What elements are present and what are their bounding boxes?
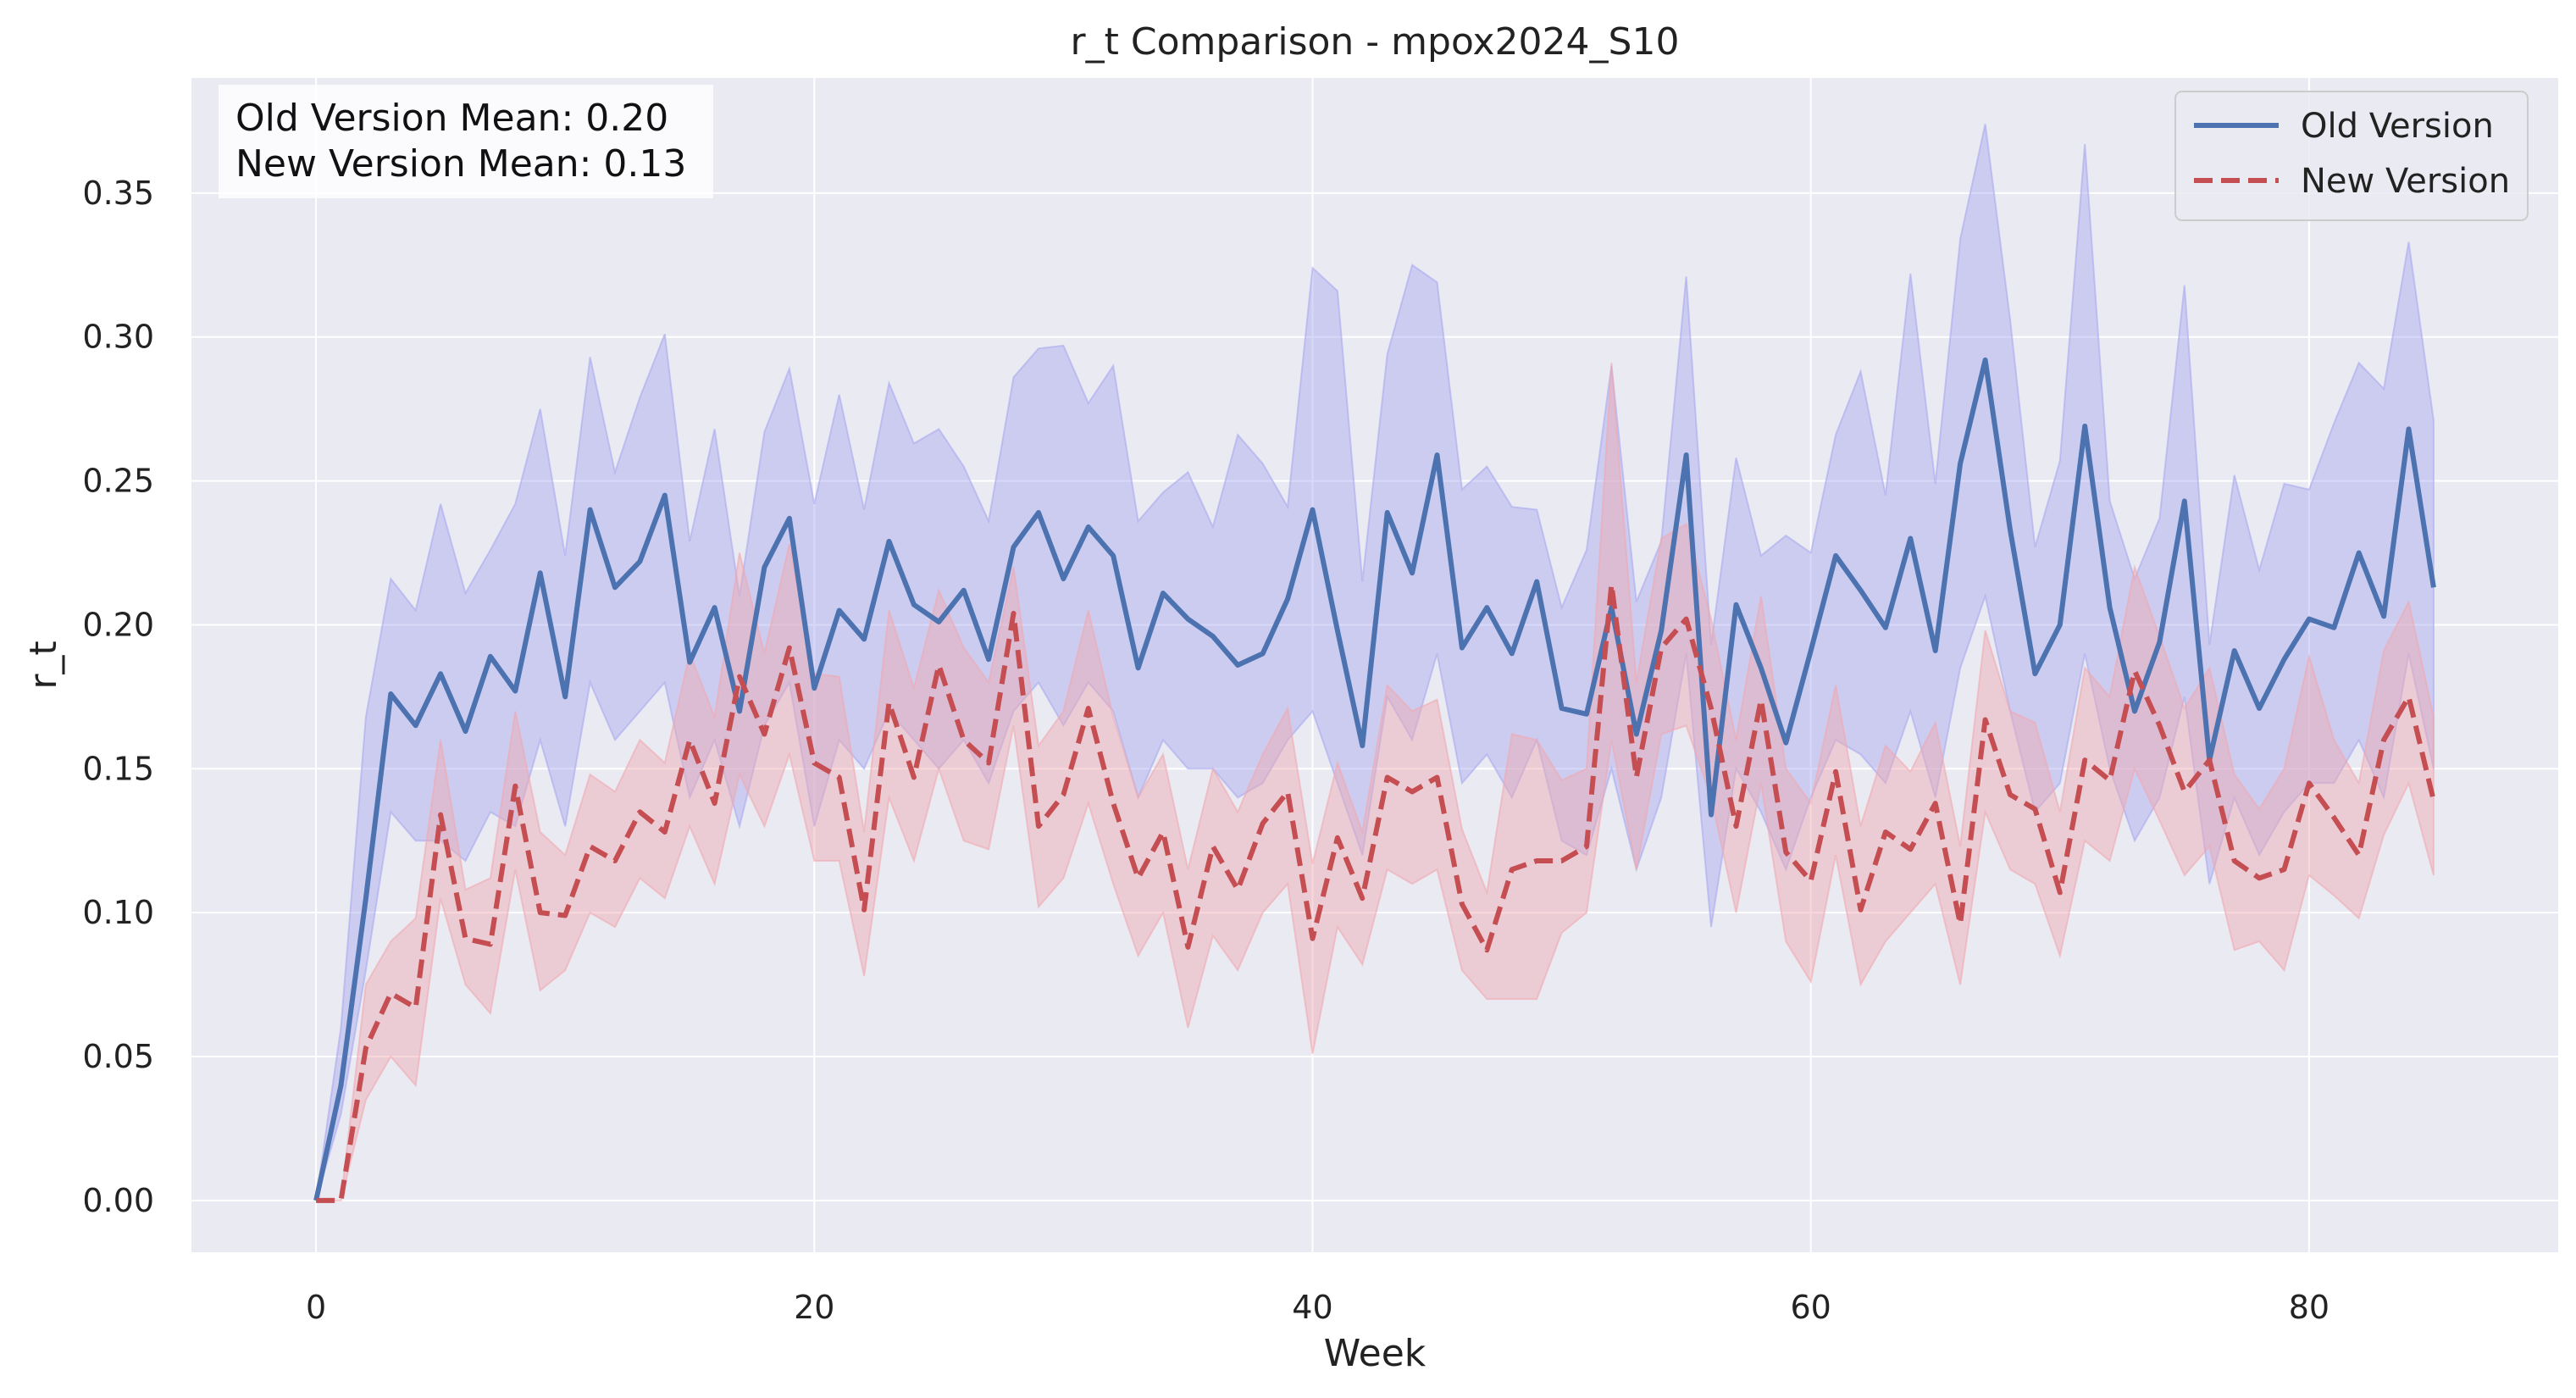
annotation-old-mean: Old Version Mean: 0.20 — [235, 97, 668, 140]
mean-annotation: Old Version Mean: 0.20 New Version Mean:… — [219, 85, 713, 198]
y-tick-label: 0.25 — [82, 463, 154, 500]
y-tick-label: 0.20 — [82, 606, 154, 643]
chart-title: r_t Comparison - mpox2024_S10 — [1071, 20, 1680, 64]
band-old-version — [315, 124, 2435, 1201]
x-axis-label: Week — [1324, 1332, 1426, 1375]
line-old-version — [313, 357, 2436, 1201]
annotation-box — [219, 85, 713, 198]
legend: Old Version New Version — [2174, 91, 2529, 221]
y-tick-label: 0.35 — [82, 175, 154, 212]
y-tick-label: 0.05 — [82, 1038, 154, 1075]
x-tick-label: 40 — [1292, 1289, 1332, 1326]
legend-label-old-version: Old Version — [2301, 107, 2494, 146]
annotation-new-mean: New Version Mean: 0.13 — [235, 142, 686, 186]
y-tick-label: 0.15 — [82, 750, 154, 787]
y-tick-label: 0.10 — [82, 894, 154, 931]
legend-label-new-version: New Version — [2301, 162, 2510, 201]
y-axis-label: r_t — [22, 641, 65, 689]
x-tick-label: 0 — [306, 1289, 326, 1326]
tick-labels: 0 20 40 60 80 0.00 0.05 0.10 0.15 0.20 0.25 0.30 0.3… — [82, 175, 2329, 1326]
x-tick-label: 60 — [1791, 1289, 1831, 1326]
x-tick-label: 80 — [2289, 1289, 2329, 1326]
y-tick-label: 0.00 — [82, 1182, 154, 1219]
x-tick-label: 20 — [794, 1289, 834, 1326]
y-tick-label: 0.30 — [82, 319, 154, 356]
series-lines — [313, 357, 2436, 1203]
